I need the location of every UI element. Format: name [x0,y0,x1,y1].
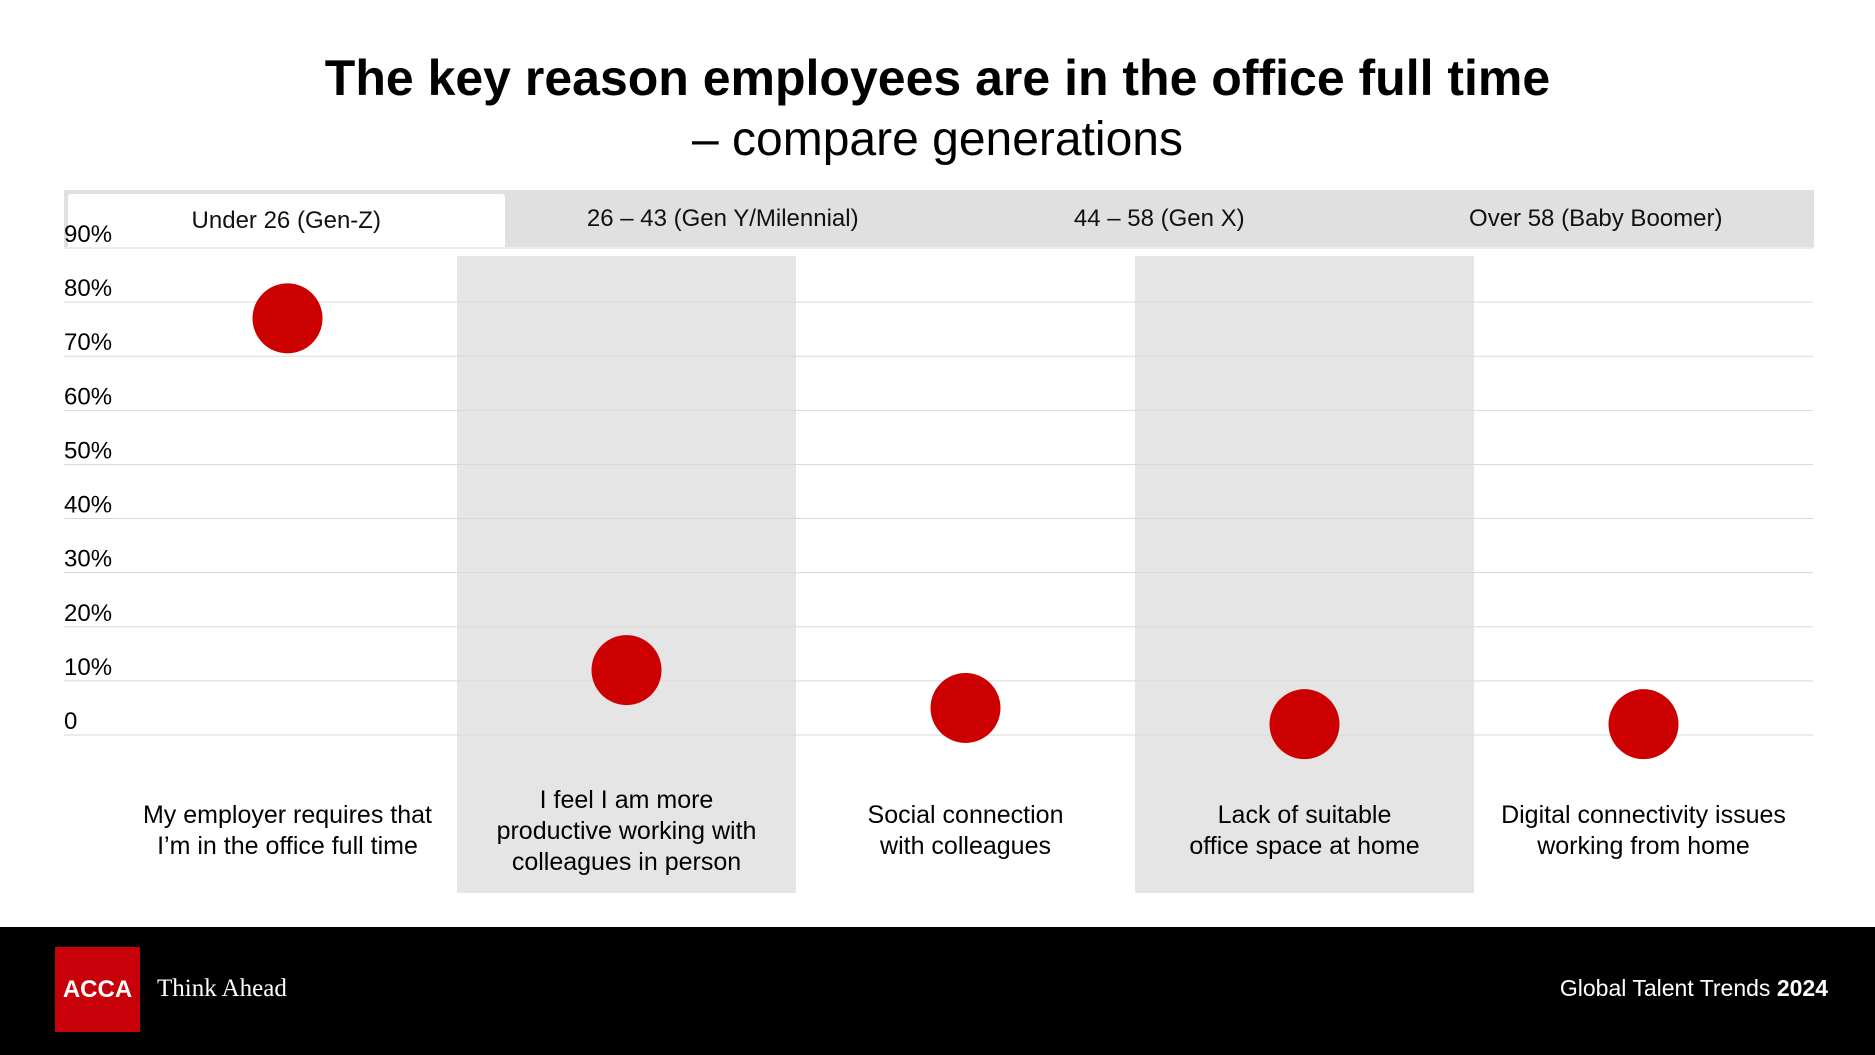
tagline: Think Ahead [157,975,287,1002]
data-point [252,283,323,354]
category-label-line: I feel I am more [539,785,714,814]
chart-title: The key reason employees are in the offi… [324,50,1551,106]
data-point [930,672,1001,743]
category-label: Lack of suitable office space at home [1135,800,1475,862]
logo-text: ACCA [62,975,133,1003]
column-shade [457,256,796,893]
y-tick-label: 80% [64,275,112,302]
tab-44-58[interactable]: 44 – 58 (Gen X) [1073,204,1245,232]
category-label: My employer requires that I’m in the offi… [118,800,458,862]
category-label: Social connection with colleagues [796,800,1136,862]
category-label-line: productive working with [496,816,757,845]
acca-logo: ACCA [55,947,140,1032]
column-shade [1135,256,1474,893]
category-label-line: with colleagues [880,832,1051,860]
y-tick-label: 90% [64,221,112,248]
category-label-line: Lack of suitable [1217,801,1392,829]
report-year: 2024 [1776,975,1828,1001]
category-label-line: Digital connectivity issues [1501,801,1786,829]
category-label-line: My employer requires that [142,801,432,829]
tab-over-58[interactable]: Over 58 (Baby Boomer) [1469,204,1723,232]
category-label-line: working from home [1537,832,1750,860]
dot-chart: 90% 80% 70% 60% 50% 40% 30% 20% 10% 0 [64,221,1813,893]
y-tick-label: 10% [64,654,112,681]
y-tick-label: 40% [64,492,112,519]
category-label-line: office space at home [1189,832,1420,860]
data-point [591,635,662,706]
report-title: Global Talent Trends 2024 [1560,975,1828,1002]
chart-subtitle: – compare generations [692,113,1183,166]
generation-tabs: Under 26 (Gen-Z) 26 – 43 (Gen Y/Milennia… [64,190,1814,247]
report-name: Global Talent Trends [1559,975,1771,1001]
category-label-line: I’m in the office full time [157,832,418,860]
category-label-line: colleagues in person [511,847,742,876]
y-tick-label: 30% [64,546,112,573]
tab-26-43[interactable]: 26 – 43 (Gen Y/Milennial) [586,204,859,232]
y-tick-label: 60% [64,383,112,410]
y-tick-label: 0 [64,708,77,735]
tab-under-26[interactable]: Under 26 (Gen-Z) [68,194,505,247]
category-label: I feel I am more productive working with c… [457,785,797,878]
category-label-line: Social connection [867,801,1064,829]
data-point [1608,689,1679,760]
y-tick-label: 70% [64,329,112,356]
y-tick-label: 50% [64,437,112,464]
category-label: Digital connectivity issues working from … [1474,800,1814,862]
y-tick-label: 20% [64,600,112,627]
data-point [1269,689,1340,760]
footer-bar: ACCA Think Ahead Global Talent Trends 20… [0,927,1875,1055]
